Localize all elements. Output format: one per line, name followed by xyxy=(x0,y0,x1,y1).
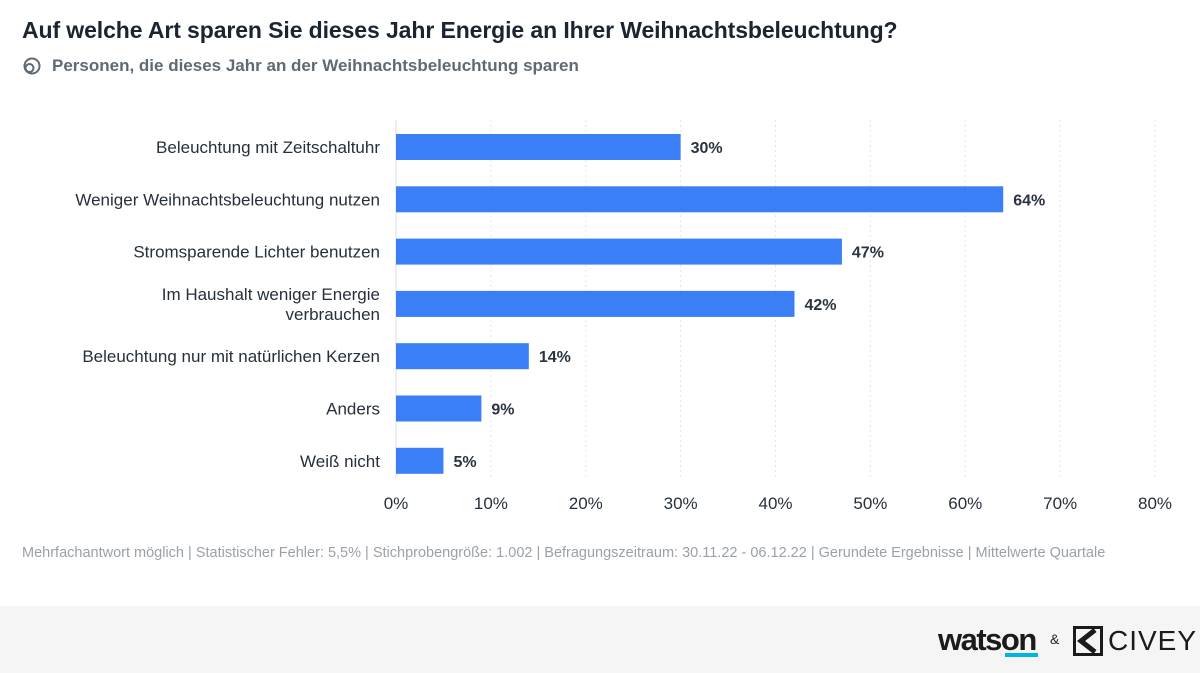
category-label: Anders xyxy=(326,400,380,419)
category-labels: Beleuchtung mit Zeitschaltuhr Weniger Wei… xyxy=(75,138,380,471)
value-label: 5% xyxy=(453,454,476,471)
x-tick-label: 70% xyxy=(1043,494,1077,513)
chart-subtitle: Personen, die dieses Jahr an der Weihnac… xyxy=(52,56,579,75)
brand-separator: & xyxy=(1050,631,1060,647)
x-tick-label: 40% xyxy=(758,494,792,513)
audience-icon xyxy=(23,57,41,75)
bar[interactable] xyxy=(396,186,1004,213)
bar[interactable] xyxy=(396,134,681,160)
value-labels: 30% 64% 47% 42% 14% 9% 5% xyxy=(453,140,1045,471)
civey-logo[interactable]: CIVEY xyxy=(1108,625,1198,656)
x-tick-label: 60% xyxy=(948,494,982,513)
category-label: Beleuchtung nur mit natürlichen Kerzen xyxy=(82,347,380,366)
x-tick-label: 50% xyxy=(853,494,887,513)
value-label: 14% xyxy=(539,349,571,366)
bar[interactable] xyxy=(396,447,444,474)
value-label: 47% xyxy=(852,245,884,262)
bar[interactable] xyxy=(396,343,529,370)
category-label: Im Haushalt weniger Energie xyxy=(162,285,380,304)
x-tick-label: 20% xyxy=(569,494,603,513)
x-tick-label: 80% xyxy=(1138,494,1172,513)
watson-logo-underline xyxy=(1005,653,1038,657)
value-label: 64% xyxy=(1013,192,1045,209)
value-label: 30% xyxy=(691,140,723,157)
category-label: verbrauchen xyxy=(285,305,380,324)
category-label: Weiß nicht xyxy=(300,452,380,471)
bar-chart: Beleuchtung mit Zeitschaltuhr Weniger Wei… xyxy=(75,120,1172,513)
civey-logo-icon xyxy=(1073,626,1103,656)
value-label: 42% xyxy=(804,297,836,314)
footnote: Mehrfachantwort möglich | Statistischer … xyxy=(22,545,1106,561)
category-label: Stromsparende Lichter benutzen xyxy=(133,243,380,262)
x-tick-label: 0% xyxy=(384,494,409,513)
watson-logo[interactable]: watson xyxy=(938,622,1037,657)
bar[interactable] xyxy=(396,290,795,317)
chart-title: Auf welche Art sparen Sie dieses Jahr En… xyxy=(22,17,898,43)
footer-bar: watson & CIVEY xyxy=(0,606,1200,673)
bar[interactable] xyxy=(396,395,482,422)
bar[interactable] xyxy=(396,238,842,265)
subtitle-row: Personen, die dieses Jahr an der Weihnac… xyxy=(22,54,579,78)
bars xyxy=(396,134,1004,474)
x-tick-label: 10% xyxy=(474,494,508,513)
x-tick-label: 30% xyxy=(664,494,698,513)
category-label: Beleuchtung mit Zeitschaltuhr xyxy=(156,138,380,157)
value-label: 9% xyxy=(491,402,514,419)
axis-tick-labels: 0% 10% 20% 30% 40% 50% 60% 70% 80% xyxy=(384,494,1172,513)
category-label: Weniger Weihnachtsbeleuchtung nutzen xyxy=(75,190,380,209)
